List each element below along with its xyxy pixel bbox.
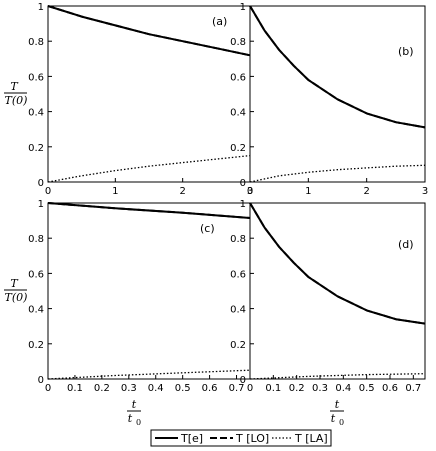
x-axis-label-left: t t 0 [127,398,141,427]
y-tick-label-c: 0.6 [28,269,44,280]
x-tick-label-d: 0.7 [405,383,421,394]
y-tick-label-a: 0.8 [28,37,44,48]
x-tick-label-c: 0.3 [121,383,137,394]
xlabel-denominator: t [331,412,336,425]
series-t-lo-line-b [249,5,426,129]
legend-box [150,429,332,447]
y-tick-label-c: 0.2 [28,340,44,351]
x-tick-label-d: 0.4 [335,383,351,394]
legend-entry-t-la: T [LA] [294,432,328,445]
y-tick-label-d: 1 [240,199,246,210]
series-t-la-line-a [47,154,251,183]
panel-b-frame [249,5,426,183]
x-tick-label-b: 0 [247,186,253,197]
ylabel-numerator: T [10,277,19,290]
ylabel-denominator: T(0) [5,94,28,107]
y-tick-label-d: 0.2 [230,340,246,351]
legend-entry-t-e: T[e] [180,432,203,445]
y-tick-label-c: 0.8 [28,234,44,245]
y-tick-label-c: 0 [38,375,44,386]
x-tick-label-c: 0.2 [94,383,110,394]
x-tick-label-d: 0.1 [265,383,281,394]
series-t-lo-line-d [249,202,426,325]
x-tick-label-b: 3 [422,186,428,197]
y-tick-label-b: 0.8 [230,37,246,48]
x-tick-label-d: 0.2 [289,383,305,394]
plot-area: 0 1 2 300.20.40.60.810 1 2 300.20.40.60.810 0.1… [28,2,428,394]
series-t-lo-line-a [47,5,251,57]
panel-a-frame [47,5,251,183]
x-tick-label-a: 0 [45,186,51,197]
xlabel-numerator: t [335,398,340,411]
ylabel-denominator: T(0) [5,291,28,304]
legend-entry-t-lo: T [LO] [235,432,269,445]
y-tick-label-a: 1 [38,2,44,13]
y-tick-label-a: 0.6 [28,72,44,83]
y-tick-label-a: 0.4 [28,108,44,119]
xlabel-denominator-subscript: 0 [136,418,141,427]
y-tick-label-a: 0.2 [28,143,44,154]
y-tick-label-a: 0 [38,178,44,189]
xlabel-numerator: t [132,398,137,411]
x-tick-label-c: 0.4 [148,383,164,394]
series-t-la-line-d [249,373,426,380]
y-tick-label-c: 0.4 [28,305,44,316]
y-tick-label-b: 1 [240,2,246,13]
x-tick-label-d: 0.5 [359,383,375,394]
y-tick-label-b: 0 [240,178,246,189]
y-tick-label-d: 0.4 [230,305,246,316]
y-tick-label-d: 0 [240,375,246,386]
x-tick-label-b: 2 [363,186,369,197]
x-tick-label-a: 2 [179,186,185,197]
y-axis-label-top: T T(0) [4,80,27,107]
panel-c-frame [47,202,251,380]
x-tick-label-b: 1 [305,186,311,197]
legend: T[e] T [LO] T [LA] [150,429,332,447]
x-tick-label-d: 0.3 [312,383,328,394]
y-axis-label-bottom: T T(0) [4,277,27,304]
x-tick-label-d: 0 [247,383,253,394]
x-tick-label-c: 0.1 [67,383,83,394]
xlabel-denominator-subscript: 0 [339,418,344,427]
y-tick-label-d: 0.8 [230,234,246,245]
panel-label-a: (a) [212,15,227,28]
panel-d-frame [249,202,426,380]
x-tick-label-a: 3 [247,186,253,197]
x-tick-label-c: 0 [45,383,51,394]
y-tick-label-b: 0.4 [230,108,246,119]
panel-label-d: (d) [398,238,414,251]
series-t-lo-line-c [47,202,251,219]
x-axis-label-right: t t 0 [330,398,344,427]
x-tick-label-c: 0.7 [229,383,245,394]
ylabel-numerator: T [10,80,19,93]
series-t-la-line-c [47,369,251,380]
y-tick-label-b: 0.6 [230,72,246,83]
y-tick-label-d: 0.6 [230,269,246,280]
series-t-e-line-d [249,202,426,325]
x-tick-label-a: 1 [112,186,118,197]
x-tick-label-d: 0.6 [382,383,398,394]
panel-label-b: (b) [398,45,414,58]
x-tick-label-c: 0.6 [202,383,218,394]
panel-label-c: (c) [200,222,215,235]
xlabel-denominator: t [128,412,133,425]
y-tick-label-b: 0.2 [230,143,246,154]
series-t-la-line-b [249,164,426,183]
x-tick-label-c: 0.5 [175,383,191,394]
y-tick-label-c: 1 [38,199,44,210]
series-t-e-line-b [249,5,426,129]
